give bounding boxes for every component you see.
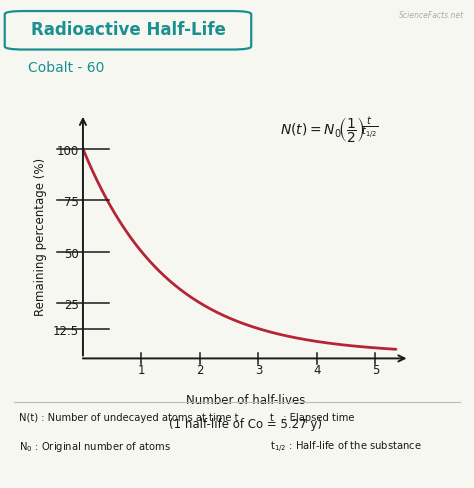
Text: N(t) : Number of undecayed atoms at time t: N(t) : Number of undecayed atoms at time… <box>19 412 238 422</box>
Y-axis label: Remaining percentage (%): Remaining percentage (%) <box>34 158 47 316</box>
Text: t   : Elapsed time: t : Elapsed time <box>270 412 355 422</box>
Text: (1 half-life of Co = 5.27 y): (1 half-life of Co = 5.27 y) <box>169 417 322 430</box>
Text: $N(t) = N_0\!\left(\dfrac{1}{2}\right)^{\!\!\dfrac{t}{t_{1/2}}}$: $N(t) = N_0\!\left(\dfrac{1}{2}\right)^{… <box>280 114 379 144</box>
Text: Cobalt - 60: Cobalt - 60 <box>28 61 105 75</box>
Text: t$_{1/2}$ : Half-life of the substance: t$_{1/2}$ : Half-life of the substance <box>270 439 422 454</box>
Text: N$_0$ : Original number of atoms: N$_0$ : Original number of atoms <box>19 440 171 453</box>
Text: ScienceFacts.net: ScienceFacts.net <box>400 11 465 20</box>
Text: Number of half-lives: Number of half-lives <box>186 393 305 406</box>
Text: Radioactive Half-Life: Radioactive Half-Life <box>30 20 226 39</box>
